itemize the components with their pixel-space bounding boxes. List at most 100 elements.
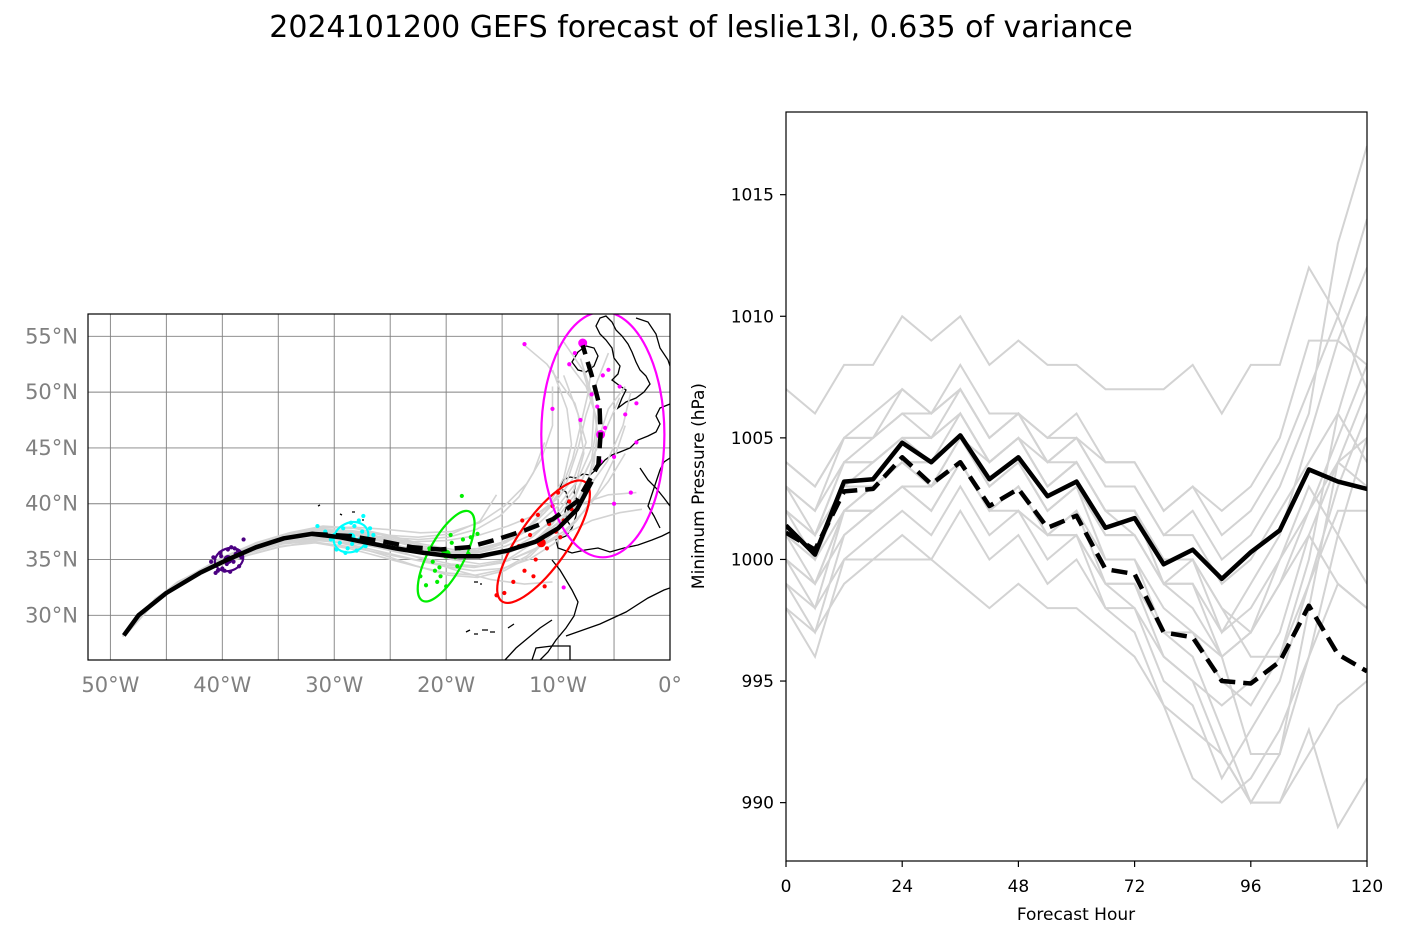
map-lat-tick-label: 50°N [25,380,78,404]
ensemble-position-point [448,532,453,538]
ensemble-spread-ellipse [416,509,476,603]
mean-tracks [121,344,603,637]
ensemble-position-point [578,417,583,423]
map-lon-tick-label: 0° [658,673,682,697]
canary-islands [465,623,515,635]
map-lat-tick-label: 30°N [25,603,78,627]
ensemble-position-point [634,401,639,406]
ensemble-position-point [533,557,538,562]
map-lat-tick-label: 40°N [25,492,78,516]
ensemble-position-point [595,404,600,409]
y-tick-label: 1015 [731,186,774,206]
ensemble-position-point [432,568,438,573]
ensemble-position-point [617,384,622,389]
ensemble-position-point [455,564,460,569]
map-frame [87,313,671,661]
ensemble-position-point [535,512,541,518]
ensemble-spread-ellipse [540,314,666,559]
france-coast [597,403,670,469]
y-tick-label: 990 [742,794,774,814]
ensemble-position-point [544,546,549,551]
ensemble-position-point [219,554,224,559]
ensemble-position-point [213,570,218,576]
x-axis-label: Forecast Hour [1017,905,1135,925]
ensemble-position-point [345,546,350,551]
ensemble-position-point [430,559,435,564]
ensemble-position-point [511,579,516,584]
map-lat-tick-label: 55°N [25,324,78,348]
map-lon-tick-label: 40°W [193,673,251,697]
ensemble-position-point [367,526,373,531]
figure-title: 2024101200 GEFS forecast of leslie13l, 0… [269,10,1133,45]
x-tick-label: 48 [1008,877,1030,897]
x-tick-label: 72 [1124,877,1146,897]
ensemble-position-point [628,490,633,495]
x-tick-label: 24 [891,877,913,897]
pressure-ticks: 0 24 48 72 96 120 990 995 1000 1005 1010 1015 [731,186,1383,897]
map-lat-tick-label: 35°N [25,548,78,572]
ensemble-position-point [558,535,563,540]
y-tick-label: 995 [742,672,774,692]
control-pressure-line [786,455,1367,686]
pressure-frame [785,111,1368,862]
member-pressure-line [786,387,1367,586]
ensemble-position-point [567,362,572,367]
ensemble-position-point [611,454,617,459]
ensemble-position-point [460,537,466,542]
y-tick-label: 1010 [731,307,774,327]
africa-border-3 [531,645,571,660]
azores-islands [317,504,364,521]
ensemble-position-point [423,583,429,588]
ensemble-spread-ellipse [332,520,370,554]
y-tick-label: 1005 [731,429,774,449]
ensemble-position-point [527,532,533,538]
ensemble-position-point [542,584,547,589]
ensemble-position-point [350,541,355,547]
ensemble-position-point [231,559,236,564]
ensemble-position-point [361,513,366,519]
member-pressure-line [786,460,1367,659]
ensemble-position-point [522,568,527,573]
mean-track-solid [121,480,594,637]
map-lon-tick-label: 30°W [305,673,363,697]
ensemble-position-point [475,531,480,536]
member-pressure-line [786,436,1367,634]
ireland-coast [571,345,599,373]
x-tick-label: 0 [781,877,792,897]
map-tick-labels: 50°W 40°W 30°W 20°W 10°W 0° 30°N 35°N 40°N 45°N 50… [25,324,682,697]
ensemble-position-point [611,501,617,506]
map-lat-tick-label: 45°N [25,436,78,460]
mean-pressure-lines [786,433,1367,686]
member-pressure-line [786,558,1367,804]
ensemble-position-point [315,523,320,529]
ensemble-position-point [572,350,577,356]
ensemble-position-point [341,526,346,531]
map-lon-tick-label: 10°W [529,673,587,697]
ensemble-position-point [371,532,376,538]
ensemble-position-point [623,412,628,417]
map-lon-tick-label: 20°W [417,673,475,697]
africa-border-1 [565,587,670,637]
ensemble-position-point [352,523,357,529]
member-pressure-line [786,339,1367,513]
mean-track-dashed [311,344,603,552]
ensemble-position-point [241,537,246,542]
africa-border-2 [504,619,553,660]
ensemble-position-point [561,585,566,590]
france-border [639,467,670,507]
ensemble-position-point [600,373,605,378]
ensemble-position-point [589,392,594,397]
map-lon-tick-label: 50°W [81,673,139,697]
ensemble-position-point [567,499,572,504]
ensemble-position-points [209,314,666,605]
x-tick-label: 120 [1351,877,1383,897]
mean-pressure-line [786,433,1367,582]
map-gridlines [88,314,670,660]
ensemble-position-point [435,579,440,584]
y-axis-label: Minimum Pressure (hPa) [689,383,709,589]
ensemble-position-point [337,540,342,545]
britain-coast [595,315,651,410]
member-pressure-lines [786,145,1367,830]
ensemble-position-point [531,574,536,579]
